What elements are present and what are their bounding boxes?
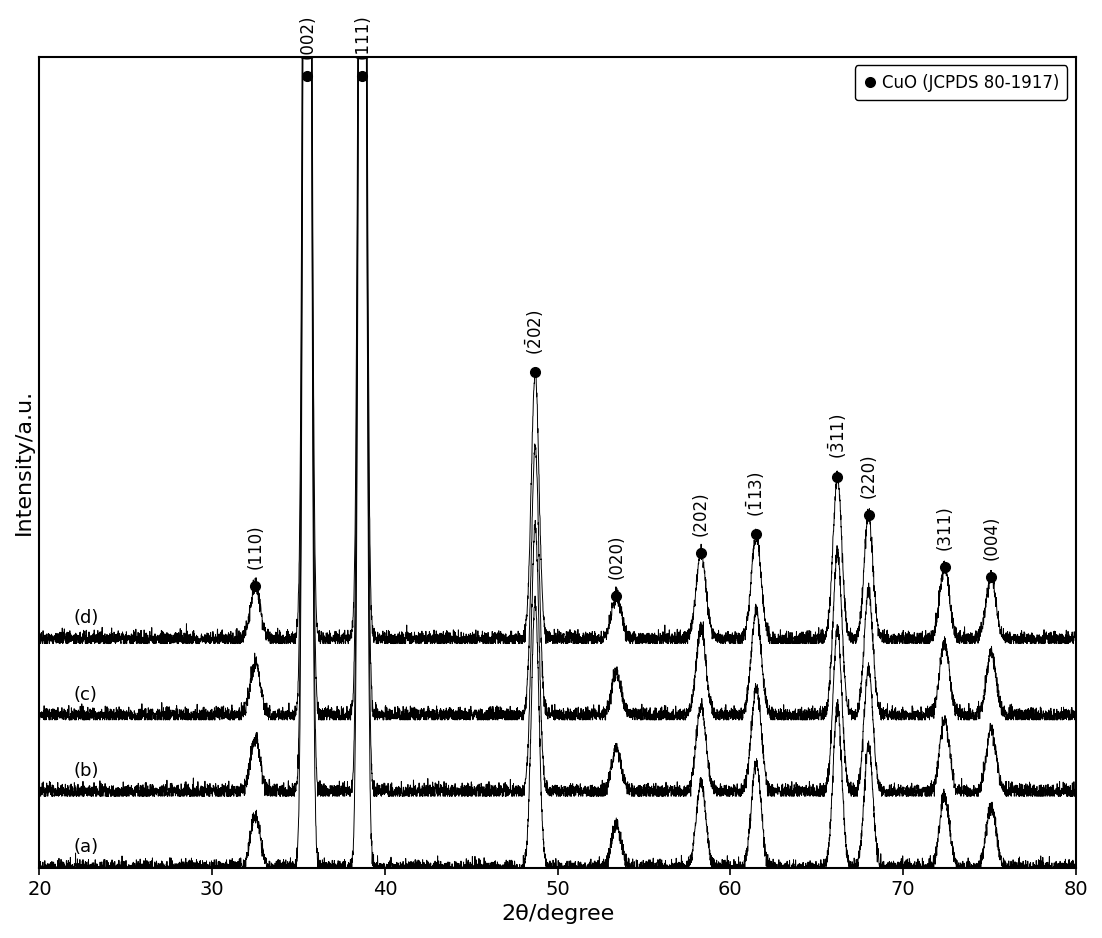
X-axis label: 2θ/degree: 2θ/degree [501, 904, 614, 924]
Text: $(\bar{1}13)$: $(\bar{1}13)$ [745, 472, 767, 517]
Y-axis label: Intensity/a.u.: Intensity/a.u. [14, 389, 34, 536]
Text: $(\bar{3}11)$: $(\bar{3}11)$ [826, 415, 849, 460]
Text: (b): (b) [74, 762, 99, 780]
Text: (002): (002) [299, 14, 316, 59]
Text: (a): (a) [74, 839, 99, 856]
Text: $(\bar{2}02)$: $(\bar{2}02)$ [523, 310, 547, 355]
Text: (d): (d) [74, 610, 99, 628]
Text: (220): (220) [860, 453, 877, 498]
Legend: CuO (JCPDS 80-1917): CuO (JCPDS 80-1917) [855, 66, 1068, 100]
Text: (311): (311) [936, 506, 953, 550]
Text: (020): (020) [607, 535, 625, 579]
Text: (111): (111) [354, 14, 371, 59]
Text: (202): (202) [692, 492, 710, 536]
Text: (004): (004) [982, 515, 1001, 560]
Text: (c): (c) [74, 686, 98, 704]
Text: (110): (110) [247, 524, 264, 569]
